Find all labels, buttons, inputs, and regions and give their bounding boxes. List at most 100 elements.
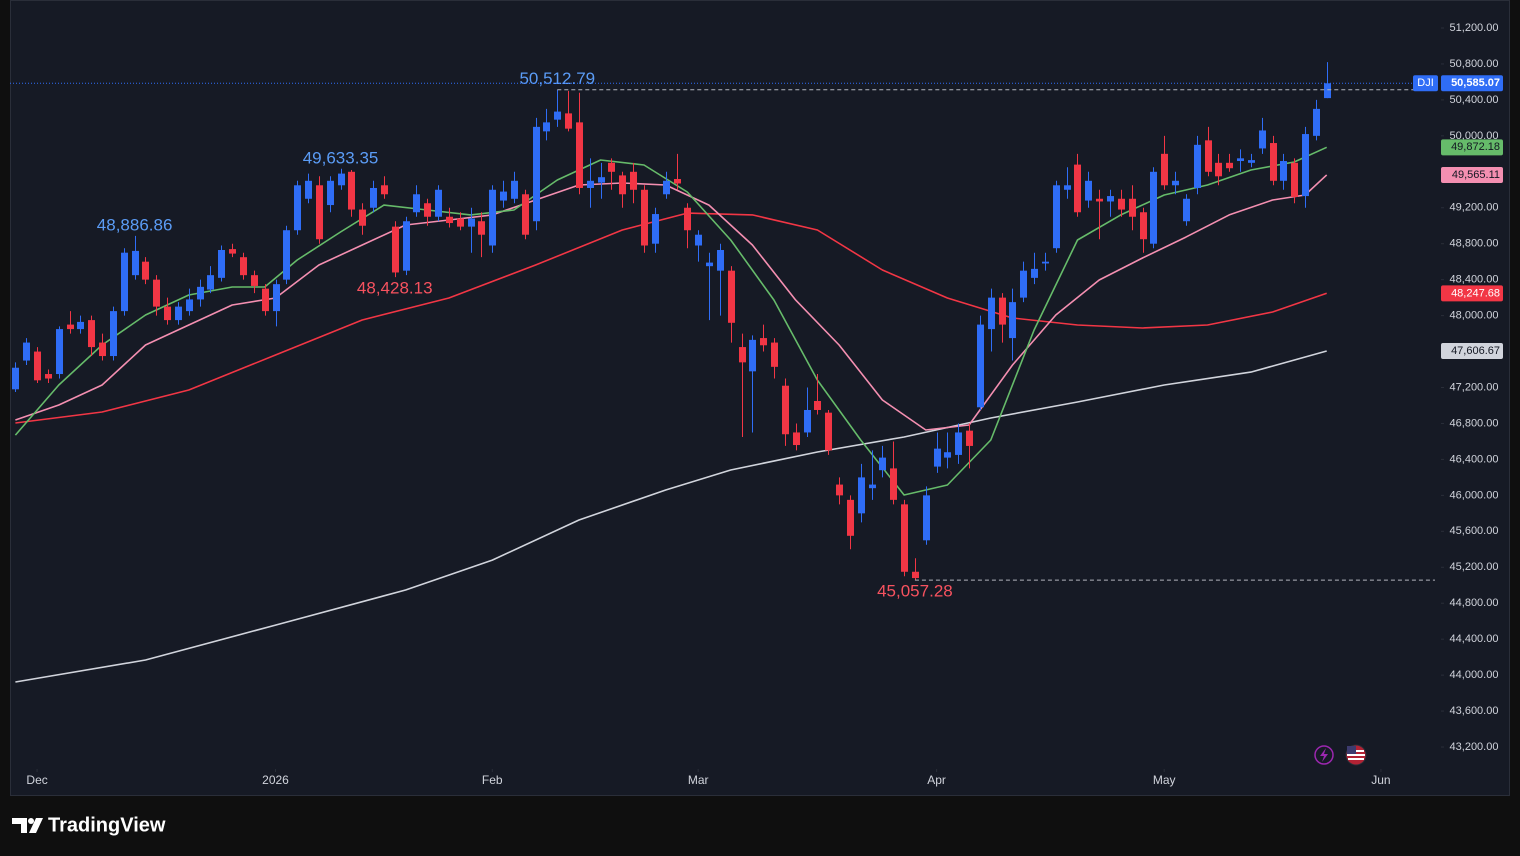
candle-body xyxy=(132,250,139,276)
extreme-label: 45,057.28 xyxy=(877,582,953,601)
candle-body xyxy=(955,432,962,455)
y-tick-label: 48,400.00 xyxy=(1450,274,1499,286)
candle-body xyxy=(316,185,323,240)
candle-body xyxy=(110,311,117,357)
candle-body xyxy=(890,468,897,500)
flag-icon[interactable] xyxy=(1345,744,1367,766)
candle-body xyxy=(977,324,984,408)
candle-body xyxy=(500,191,507,201)
x-tick-label: Jun xyxy=(1371,773,1390,787)
candle-body xyxy=(283,230,290,280)
y-tick-label: 45,200.00 xyxy=(1450,561,1499,573)
candle-body xyxy=(771,342,778,367)
candle-body xyxy=(489,189,496,246)
y-tick-label: 48,000.00 xyxy=(1450,310,1499,322)
candle-body xyxy=(522,194,529,235)
line-layer xyxy=(14,146,1328,683)
ma-tag xyxy=(1441,139,1503,156)
candle-body xyxy=(446,216,453,224)
candle-body xyxy=(901,504,908,572)
candle-body xyxy=(1324,83,1331,99)
candle-body xyxy=(1107,196,1114,202)
candle-body xyxy=(858,477,865,514)
candle-body xyxy=(944,452,951,458)
candle-body xyxy=(77,321,84,330)
y-tick-label: 44,800.00 xyxy=(1450,597,1499,609)
candle-body xyxy=(717,249,724,271)
candle-body xyxy=(229,249,236,254)
candle-body xyxy=(641,189,648,246)
candle-body xyxy=(739,347,746,363)
candle-body xyxy=(370,187,377,208)
candle-body xyxy=(1215,162,1222,177)
candle-body xyxy=(1194,144,1201,188)
ma-line xyxy=(15,212,1327,424)
candle-body xyxy=(424,203,431,217)
candle-body xyxy=(825,412,832,451)
candle-body xyxy=(1291,162,1298,197)
candle-layer xyxy=(12,62,1331,581)
x-tick-label: Mar xyxy=(688,773,709,787)
candle-body xyxy=(1270,143,1277,181)
candle-body xyxy=(34,351,41,381)
candle-body xyxy=(1085,180,1092,201)
brand-logo xyxy=(12,818,43,833)
candle-body xyxy=(153,279,160,307)
candle-body xyxy=(1064,185,1071,190)
candle-body xyxy=(1248,160,1255,163)
candle-body xyxy=(749,339,756,372)
candle-body xyxy=(186,299,193,312)
candle-body xyxy=(327,180,334,206)
candle-body xyxy=(12,367,19,390)
ma-tag xyxy=(1441,285,1503,302)
candle-body xyxy=(88,320,95,348)
candle-body xyxy=(218,249,225,278)
candle-body xyxy=(99,342,106,357)
candle-body xyxy=(847,499,854,536)
candle-body xyxy=(793,432,800,446)
candle-body xyxy=(760,338,767,346)
candle-body xyxy=(782,385,789,435)
candle-body xyxy=(879,457,886,471)
y-tick-label: 51,200.00 xyxy=(1450,22,1499,34)
candle-body xyxy=(23,342,30,361)
y-tick-label: 46,000.00 xyxy=(1450,489,1499,501)
candle-body xyxy=(1042,261,1049,264)
symbol-label: DJI xyxy=(1417,77,1434,89)
candle-body xyxy=(912,571,919,579)
symbol-tag xyxy=(1413,75,1438,92)
candle-body xyxy=(338,173,345,186)
ma-tag-label: 48,247.68 xyxy=(1451,287,1500,299)
candle-body xyxy=(240,257,247,276)
candle-body xyxy=(392,226,399,273)
candle-body xyxy=(305,180,312,199)
candle-body xyxy=(359,209,366,226)
candle-body xyxy=(1150,171,1157,244)
candle-body xyxy=(565,113,572,129)
candle-body xyxy=(251,275,258,286)
candle-body xyxy=(836,484,843,496)
candle-body xyxy=(1302,134,1309,197)
candle-body xyxy=(1074,164,1081,213)
y-tick-label: 46,800.00 xyxy=(1450,417,1499,429)
candle-body xyxy=(923,495,930,541)
y-tick-label: 49,200.00 xyxy=(1450,202,1499,214)
candle-body xyxy=(619,175,626,195)
alert-icon[interactable] xyxy=(1314,745,1334,765)
candle-body xyxy=(1129,198,1136,217)
candle-body xyxy=(869,484,876,489)
ma-tag xyxy=(1441,342,1503,359)
candle-body xyxy=(56,329,63,375)
candle-body xyxy=(468,218,475,227)
candle-body xyxy=(814,400,821,410)
candle-body xyxy=(1205,140,1212,172)
candle-body xyxy=(966,430,973,446)
ma-tag-label: 47,606.67 xyxy=(1451,345,1500,357)
candle-body xyxy=(576,122,583,188)
candle-body xyxy=(348,171,355,210)
candle-body xyxy=(67,324,74,330)
y-tick-label: 50,800.00 xyxy=(1450,58,1499,70)
candle-body xyxy=(457,218,464,227)
candle-body xyxy=(804,409,811,433)
